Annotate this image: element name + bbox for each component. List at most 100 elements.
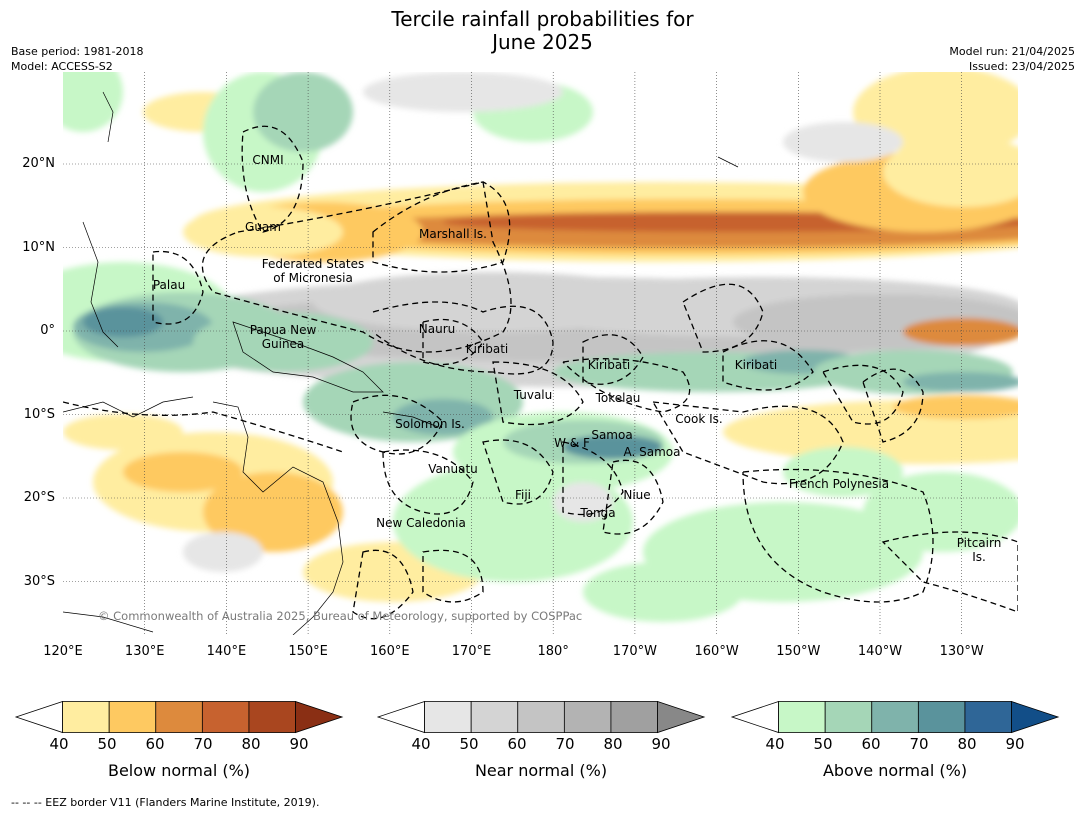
eez-border	[422, 318, 484, 366]
prob-blob	[63, 414, 183, 450]
region-label-cnmi: CNMI	[252, 153, 284, 167]
eez-border	[582, 334, 644, 385]
colorbar-high-arrow	[1011, 701, 1060, 734]
colorbar-tick-label: 50	[813, 735, 833, 753]
eez-border	[562, 358, 691, 413]
lon-tick-label: 160°E	[370, 644, 410, 659]
colorbar-low-arrow	[376, 701, 425, 734]
eez-border	[881, 531, 1018, 613]
prob-blob	[193, 312, 373, 372]
colorbar-tick-label: 40	[49, 735, 69, 753]
lat-tick-label: 10°N	[22, 239, 55, 255]
eez-border	[682, 283, 764, 353]
prob-blob	[63, 72, 123, 132]
probability-map: CNMI Guam Marshall Is. Federated States of …	[63, 72, 1018, 635]
region-label-fsm: Federated States of Micronesia	[261, 257, 365, 285]
colorbar-segment	[108, 701, 157, 733]
coastline	[382, 411, 439, 428]
region-label-tonga: Tonga	[580, 506, 616, 520]
colorbar	[14, 701, 344, 734]
prob-blob	[123, 452, 243, 492]
lon-tick-label: 160°W	[694, 644, 739, 659]
prob-blob	[363, 72, 563, 112]
colorbar	[730, 701, 1060, 734]
colorbar-title: Near normal (%)	[474, 761, 608, 780]
title-line1: Tercile rainfall probabilities for	[391, 7, 694, 31]
lon-tick-label: 170°W	[612, 644, 657, 659]
lon-tick-label: 130°W	[939, 644, 984, 659]
colorbar-tick-label: 90	[1005, 735, 1025, 753]
eez-border	[562, 441, 624, 516]
eez-border	[651, 401, 844, 485]
region-label-kiribati1: Kiribati	[465, 342, 509, 356]
eez-border	[352, 549, 414, 620]
colorbar-low-arrow	[730, 701, 779, 734]
lat-tick-label: 0°	[40, 323, 55, 338]
lon-tick-label: 140°W	[857, 644, 903, 659]
copyright-text: © Commonwealth of Australia 2025, Bureau…	[98, 609, 583, 623]
colorbar-tick-label: 60	[145, 735, 165, 753]
colorbar-segment	[155, 701, 203, 733]
colorbar	[376, 701, 706, 734]
lat-tick-label: 10°S	[23, 406, 55, 422]
region-label-tokelau: Tokelau	[595, 391, 641, 405]
prob-blob	[903, 318, 1018, 346]
region-label-marshall: Marshall Is.	[419, 227, 487, 241]
lon-tick-label: 140°E	[206, 644, 247, 659]
colorbar-tick-label: 70	[193, 735, 213, 753]
prob-blob	[563, 435, 663, 459]
prob-blob	[393, 399, 493, 435]
colorbar-segment	[470, 701, 519, 733]
lon-tick-label: 170°E	[451, 644, 492, 659]
region-label-nauru: Nauru	[418, 322, 456, 336]
colorbar-tick-label: 50	[97, 735, 117, 753]
eez-border	[382, 449, 474, 515]
region-label-palau: Palau	[152, 278, 186, 292]
prob-blob	[583, 562, 743, 622]
eez-border	[241, 125, 304, 233]
colorbar-tick-label: 60	[861, 735, 881, 753]
region-label-niue: Niue	[623, 488, 651, 502]
colorbar-segment	[824, 701, 873, 733]
prob-blob	[903, 372, 1018, 392]
coastline	[82, 221, 119, 348]
lon-tick-label: 130°E	[124, 644, 165, 659]
colorbar-low-arrow	[14, 701, 63, 734]
colorbar-high-arrow	[295, 701, 344, 734]
colorbar-segment	[201, 701, 250, 733]
colorbar-segment	[248, 701, 296, 733]
lon-tick-label: 150°W	[776, 644, 821, 659]
region-label-solomon: Solomon Is.	[395, 417, 465, 431]
colorbar-tick-label: 90	[289, 735, 309, 753]
eez-border	[372, 181, 511, 273]
colorbar-tick-label: 50	[459, 735, 479, 753]
region-label-wf: W & F	[554, 436, 590, 450]
base-period: Base period: 1981-2018	[11, 45, 144, 58]
region-label-frenchpoly: French Polynesia	[788, 477, 890, 491]
colorbar-title: Below normal (%)	[107, 761, 251, 780]
eez-border	[742, 468, 934, 603]
coastline	[102, 91, 114, 143]
region-label-kiribati2: Kiribati	[587, 358, 631, 372]
colorbar-title: Above normal (%)	[822, 761, 968, 780]
lon-tick-label: 120°E	[43, 644, 83, 659]
coastline	[232, 321, 384, 393]
eez-border	[822, 364, 904, 425]
region-label-pitcairn: Pitcairn Is.	[956, 536, 1002, 564]
prob-blob	[893, 395, 1018, 419]
eez-border	[63, 401, 344, 453]
coastline	[63, 611, 154, 633]
colorbar-high-arrow	[657, 701, 706, 734]
region-label-cook: Cook Is.	[675, 412, 723, 426]
colorbar-tick-label: 60	[507, 735, 527, 753]
colorbar-tick-label: 80	[957, 735, 977, 753]
colorbar-segment	[610, 701, 658, 733]
eez-footnote: -- -- -- EEZ border V11 (Flanders Marine…	[11, 796, 320, 809]
eez-border	[152, 250, 204, 325]
region-label-tuvalu: Tuvalu	[513, 388, 553, 402]
region-label-png: Papua New Guinea	[249, 323, 317, 351]
colorbar-tick-label: 80	[603, 735, 623, 753]
map-canvas	[63, 72, 1018, 635]
eez-border	[862, 368, 924, 443]
prob-blob	[783, 122, 903, 162]
